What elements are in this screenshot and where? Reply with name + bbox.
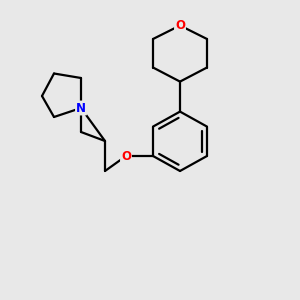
Text: O: O — [121, 149, 131, 163]
Text: O: O — [175, 19, 185, 32]
Text: N: N — [76, 101, 86, 115]
